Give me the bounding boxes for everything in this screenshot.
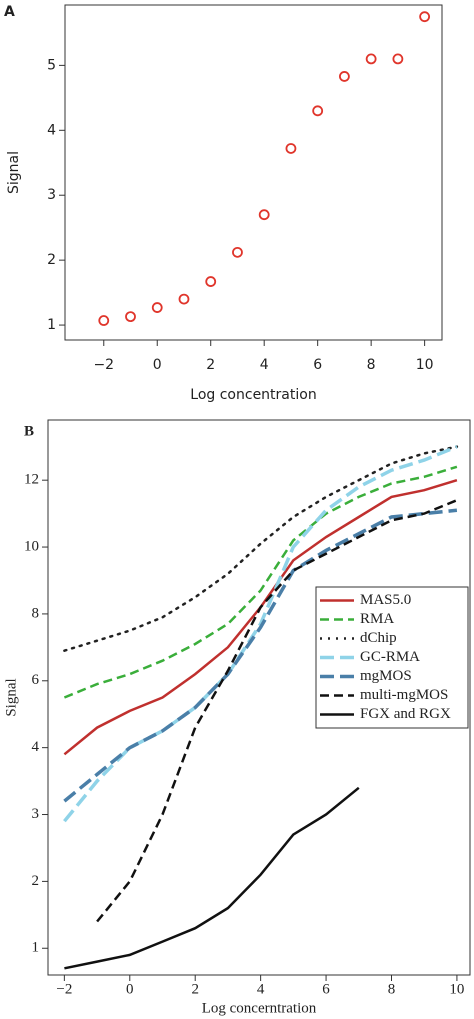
data-point: [232, 246, 243, 258]
y-axis-title: Signal: [6, 151, 22, 194]
series-line: [63, 508, 458, 803]
x-tick-label: 8: [367, 357, 376, 373]
data-point: [339, 71, 350, 82]
y-tick-label: 12: [24, 472, 39, 488]
legend: MAS5.0 RMA dChip GC-RMA mgMOS multi-mgMOS FGX …: [315, 586, 469, 729]
x-tick-label: 2: [206, 357, 215, 373]
data-point: [205, 276, 217, 287]
y-tick-label: 6: [32, 672, 40, 688]
data-point: [151, 302, 163, 313]
data-point: [178, 293, 190, 305]
data-point: [365, 53, 377, 65]
legend-label: dChip: [360, 630, 397, 646]
series-line: [63, 445, 459, 652]
y-tick-label: 5: [47, 57, 56, 73]
series-line: [64, 786, 360, 970]
plot-frame: [64, 4, 443, 341]
data-point: [125, 311, 136, 323]
y-tick-label: 2: [32, 873, 40, 889]
y-tick-label: 10: [24, 538, 39, 554]
x-tick-label: 4: [257, 981, 265, 997]
panel-label: A: [4, 4, 15, 20]
y-tick-label: 4: [32, 739, 40, 755]
legend-label: mgMOS: [360, 668, 412, 684]
x-tick-label: 10: [449, 981, 464, 997]
data-point: [419, 11, 431, 23]
x-tick-label: 0: [153, 357, 162, 373]
data-point: [285, 143, 297, 154]
y-tick-label: 4: [47, 122, 56, 138]
x-tick-label: 0: [126, 981, 134, 997]
y-tick-label: 2: [47, 252, 56, 268]
data-point: [98, 315, 110, 326]
y-tick-label: 8: [32, 605, 40, 621]
x-tick-label: 2: [191, 981, 199, 997]
y-tick-label: 1: [32, 940, 40, 956]
x-tick-label: 6: [313, 357, 322, 373]
y-tick-label: 3: [47, 187, 56, 203]
x-axis-title: Log concerntration: [202, 1000, 317, 1016]
plot-frame: [47, 419, 471, 976]
legend-label: MAS5.0: [360, 592, 411, 608]
legend-label: multi-mgMOS: [360, 687, 448, 703]
y-tick-label: 1: [47, 317, 56, 333]
x-axis-title: Log concentration: [190, 387, 316, 403]
x-tick-label: 6: [322, 981, 330, 997]
series-line: [96, 499, 458, 923]
data-point: [312, 105, 324, 117]
series-line: [63, 465, 458, 699]
legend-label: FGX and RGX: [360, 706, 451, 722]
panel-label: B: [24, 423, 34, 439]
x-tick-label: 8: [388, 981, 396, 997]
data-point: [258, 209, 270, 221]
data-point: [392, 53, 404, 65]
y-axis-title: Signal: [3, 678, 19, 716]
y-tick-label: 3: [32, 806, 40, 822]
legend-label: RMA: [360, 611, 394, 627]
x-tick-label: 10: [416, 357, 434, 373]
x-tick-label: −2: [93, 357, 114, 373]
x-tick-label: 4: [260, 357, 269, 373]
x-tick-label: −2: [56, 981, 72, 997]
legend-label: GC-RMA: [360, 649, 420, 665]
